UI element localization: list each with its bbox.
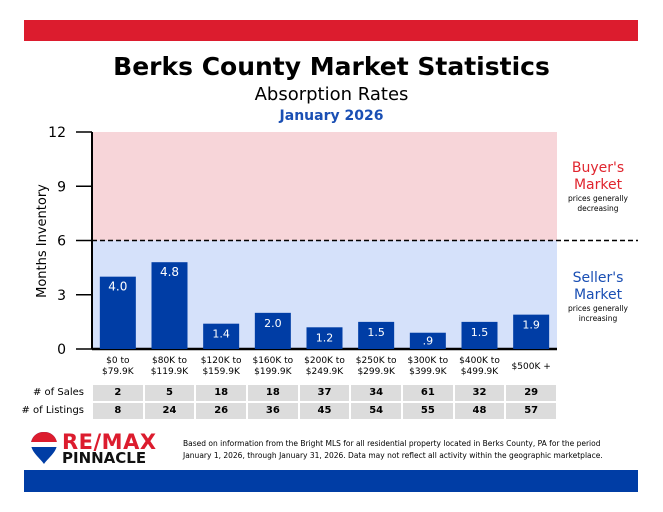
buyers-market-title-1: Buyer's bbox=[571, 160, 625, 176]
listings-cell: 26 bbox=[196, 403, 246, 419]
sales-cell: 2 bbox=[93, 385, 143, 401]
bar bbox=[358, 321, 395, 349]
sellers-market-label: Seller's Market prices generally increas… bbox=[558, 270, 638, 324]
listings-cell: 57 bbox=[506, 403, 556, 419]
report-date: January 2026 bbox=[279, 108, 384, 124]
sellers-market-title-2: Market bbox=[573, 287, 623, 303]
x-category-label: $200K to $249.9K bbox=[299, 356, 351, 378]
logo-pinnacle: PINNACLE bbox=[62, 449, 147, 467]
x-category-line: $250K to bbox=[355, 356, 397, 366]
x-category-label: $120K to $159.9K bbox=[195, 356, 247, 378]
x-category-line: $80K to bbox=[152, 356, 187, 366]
bar-value-label: 1.5 bbox=[367, 326, 385, 339]
sales-cell: 18 bbox=[248, 385, 298, 401]
sales-cell: 34 bbox=[351, 385, 401, 401]
buyer-region bbox=[92, 132, 557, 241]
remax-balloon-icon bbox=[31, 432, 57, 464]
sales-cell: 37 bbox=[299, 385, 350, 401]
x-category-line: $300K to bbox=[407, 356, 449, 366]
buyers-note-1: prices generally bbox=[568, 194, 628, 203]
bar-value-label: 1.2 bbox=[316, 331, 334, 344]
sales-row-label: # of Sales bbox=[33, 387, 84, 398]
bar bbox=[306, 327, 343, 349]
bar bbox=[151, 262, 188, 349]
listings-cell: 45 bbox=[299, 403, 350, 419]
x-category-label: $250K to $299.9K bbox=[350, 356, 402, 378]
bar bbox=[99, 276, 136, 349]
disclaimer-line-2: January 1, 2026, through January 31, 202… bbox=[183, 451, 603, 460]
buyers-market-title-2: Market bbox=[573, 177, 623, 193]
sales-cell: 5 bbox=[144, 385, 195, 401]
x-category-label: $0 to $79.9K bbox=[92, 356, 144, 378]
x-category-label: $500K + bbox=[505, 362, 557, 373]
y-tick-label: 12 bbox=[48, 125, 66, 141]
bar bbox=[461, 321, 498, 349]
x-category-line: $120K to bbox=[200, 356, 242, 366]
x-category-line: $160K to bbox=[252, 356, 294, 366]
x-category-line: $499.9K bbox=[460, 367, 499, 377]
listings-cell: 8 bbox=[93, 403, 143, 419]
bar-value-label: 2.0 bbox=[264, 317, 282, 330]
x-category-line: $500K + bbox=[511, 362, 551, 372]
bar-value-label: 1.9 bbox=[522, 319, 540, 332]
listings-cell: 48 bbox=[454, 403, 505, 419]
x-category-line: $200K to bbox=[304, 356, 345, 366]
sales-cell: 18 bbox=[196, 385, 246, 401]
x-category-line: $199.9K bbox=[254, 367, 292, 377]
x-category-label: $80K to $119.9K bbox=[144, 356, 196, 378]
listings-cell: 24 bbox=[144, 403, 195, 419]
listings-cell: 36 bbox=[248, 403, 298, 419]
top-red-bar bbox=[24, 20, 638, 41]
x-category-label: $160K to $199.9K bbox=[247, 356, 299, 378]
logo-remax: RE/MAX bbox=[62, 430, 157, 454]
bar bbox=[513, 314, 550, 349]
y-tick-label: 9 bbox=[57, 179, 66, 195]
bar bbox=[203, 323, 240, 349]
bar bbox=[409, 332, 446, 349]
listings-cell: 54 bbox=[351, 403, 401, 419]
sellers-note-1: prices generally bbox=[568, 304, 628, 313]
sellers-note-2: increasing bbox=[578, 314, 618, 323]
x-category-line: $399.9K bbox=[409, 367, 447, 377]
y-tick-label: 0 bbox=[57, 342, 66, 358]
x-category-line: $400K to bbox=[459, 356, 500, 366]
x-category-label: $400K to $499.9K bbox=[454, 356, 506, 378]
x-category-line: $79.9K bbox=[101, 367, 134, 377]
x-category-line: $159.9K bbox=[202, 367, 240, 377]
bar-value-label: 1.5 bbox=[471, 326, 489, 339]
bar-value-label: 4.0 bbox=[108, 280, 127, 294]
bar-value-label: .9 bbox=[423, 335, 434, 348]
listings-row-label: # of Listings bbox=[21, 405, 84, 416]
sales-cell: 61 bbox=[403, 385, 453, 401]
bar bbox=[254, 312, 291, 349]
buyers-note-2: decreasing bbox=[577, 204, 619, 213]
sellers-market-title-1: Seller's bbox=[572, 270, 624, 286]
y-axis-title: Months Inventory bbox=[35, 184, 50, 298]
x-category-label: $300K to $399.9K bbox=[402, 356, 454, 378]
disclaimer: Based on information from the Bright MLS… bbox=[183, 438, 603, 462]
page-subtitle: Absorption Rates bbox=[254, 84, 409, 105]
x-category-line: $249.9K bbox=[305, 367, 344, 377]
bottom-blue-bar bbox=[24, 470, 638, 492]
sales-cell: 29 bbox=[506, 385, 556, 401]
y-tick-label: 3 bbox=[57, 288, 66, 304]
y-tick-label: 6 bbox=[57, 234, 66, 250]
x-category-line: $0 to bbox=[106, 356, 130, 366]
listings-cell: 55 bbox=[403, 403, 453, 419]
sales-cell: 32 bbox=[454, 385, 505, 401]
disclaimer-line-1: Based on information from the Bright MLS… bbox=[183, 439, 601, 448]
buyers-market-label: Buyer's Market prices generally decreasi… bbox=[558, 160, 638, 214]
x-category-line: $299.9K bbox=[357, 367, 395, 377]
page-title: Berks County Market Statistics bbox=[113, 52, 550, 81]
bar-value-label: 4.8 bbox=[160, 265, 179, 279]
x-category-line: $119.9K bbox=[150, 367, 189, 377]
bar-value-label: 1.4 bbox=[212, 328, 230, 341]
